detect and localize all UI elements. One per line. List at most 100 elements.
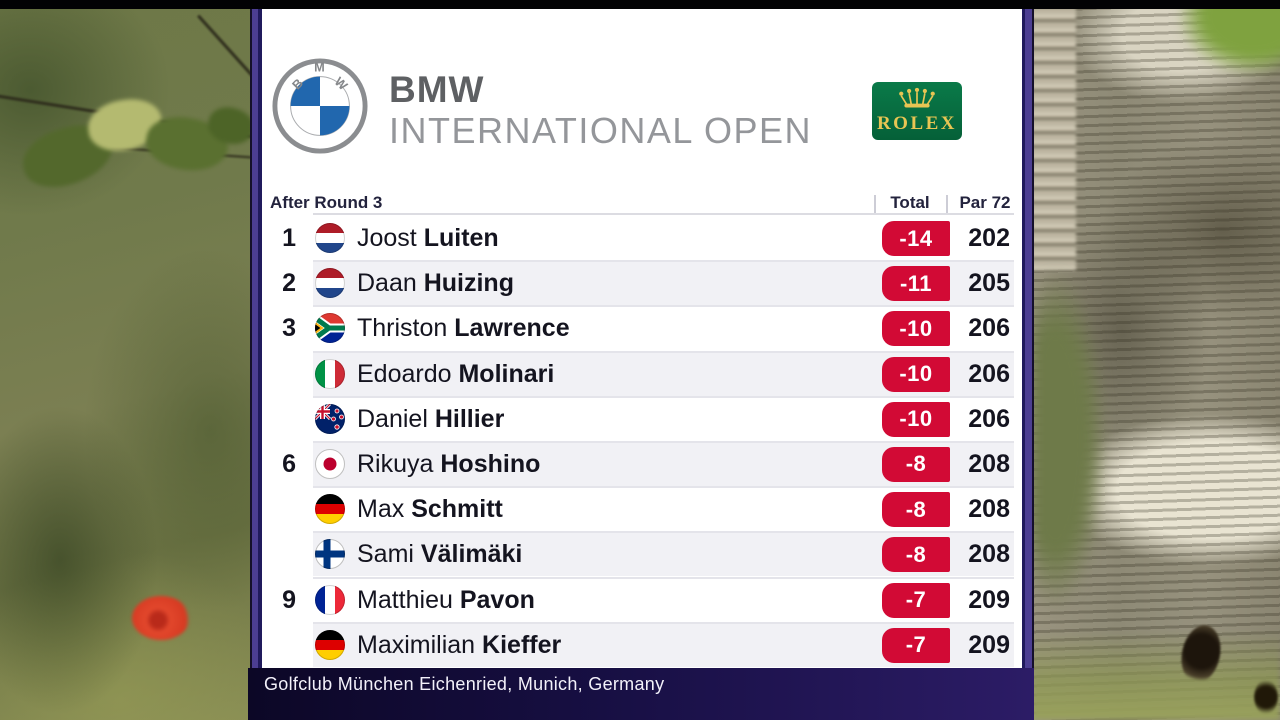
row-stripe: Maximilian Kieffer -7 209 bbox=[313, 623, 1014, 667]
total-column-header: Total bbox=[890, 193, 930, 212]
score-badge: -14 bbox=[882, 221, 950, 256]
birch-bark bbox=[1032, 0, 1076, 270]
panel-edge-strip bbox=[250, 9, 262, 668]
grass bbox=[1032, 630, 1280, 720]
row-stripe: Joost Luiten -14 202 bbox=[313, 217, 1014, 260]
total-score: 208 bbox=[968, 449, 1010, 478]
bmw-logo-icon: B M W bbox=[272, 58, 368, 154]
birch-tree-background bbox=[1032, 0, 1280, 720]
rank-label bbox=[262, 487, 296, 532]
total-score: 208 bbox=[968, 495, 1010, 524]
total-score: 208 bbox=[968, 540, 1010, 569]
venue-label: Golfclub München Eichenried, Munich, Ger… bbox=[264, 674, 665, 694]
leaderboard-row: 2 Daan Huizing -11 205 bbox=[262, 260, 1022, 306]
rolex-logo: ROLEX bbox=[872, 82, 962, 140]
corner-leaves bbox=[1162, 0, 1280, 100]
flag-south-africa-icon bbox=[315, 313, 345, 344]
meadow-background bbox=[0, 0, 277, 720]
flag-france-icon bbox=[315, 584, 345, 615]
foliage-gap bbox=[1032, 230, 1110, 650]
rank-label: 2 bbox=[282, 269, 296, 298]
total-score: 206 bbox=[968, 314, 1010, 343]
svg-text:M: M bbox=[314, 60, 325, 75]
row-separator bbox=[313, 395, 1014, 398]
leaderboard-row: 1 Joost Luiten -14 202 bbox=[262, 216, 1022, 261]
tree-knot-hole bbox=[1254, 680, 1278, 714]
venue-bar: Golfclub München Eichenried, Munich, Ger… bbox=[248, 668, 1034, 720]
row-stripe: Max Schmitt -8 208 bbox=[313, 488, 1014, 531]
score-badge: -11 bbox=[882, 266, 950, 302]
player-name: Edoardo Molinari bbox=[357, 359, 555, 388]
panel-edge-strip bbox=[1022, 9, 1034, 668]
leaderboard-row: Max Schmitt -8 208 bbox=[262, 486, 1022, 532]
row-stripe: Thriston Lawrence -10 206 bbox=[313, 307, 1014, 350]
player-name: Sami Välimäki bbox=[357, 540, 523, 569]
score-badge: -7 bbox=[882, 627, 950, 663]
leaderboard-row: Maximilian Kieffer -7 209 bbox=[262, 621, 1022, 668]
total-score: 206 bbox=[968, 404, 1010, 433]
leaderboard-row: Edoardo Molinari -10 206 bbox=[262, 350, 1022, 397]
leaderboard-row: 6 Rikuya Hoshino -8 208 bbox=[262, 440, 1022, 487]
rolex-wordmark: ROLEX bbox=[876, 113, 958, 134]
player-name: Matthieu Pavon bbox=[357, 585, 535, 614]
player-name: Max Schmitt bbox=[357, 495, 503, 524]
rolex-crown-icon bbox=[899, 87, 935, 108]
rank-label bbox=[262, 397, 296, 442]
leaderboard-row: Daniel Hillier -10 206 bbox=[262, 395, 1022, 442]
flag-italy-icon bbox=[315, 358, 345, 389]
rank-label: 1 bbox=[282, 224, 296, 252]
event-subtitle: INTERNATIONAL OPEN bbox=[389, 110, 813, 151]
round-label: After Round 3 bbox=[270, 193, 383, 212]
total-score: 202 bbox=[968, 224, 1010, 252]
row-separator bbox=[313, 621, 1014, 624]
row-separator bbox=[313, 305, 1014, 308]
flag-new-zealand-icon bbox=[315, 403, 345, 434]
event-title: BMW bbox=[389, 69, 485, 110]
score-badge: -8 bbox=[882, 446, 950, 482]
header-divider bbox=[874, 195, 876, 213]
par-column-header: Par 72 bbox=[959, 193, 1011, 212]
row-stripe: Matthieu Pavon -7 209 bbox=[313, 579, 1014, 622]
row-separator bbox=[313, 576, 1014, 579]
letterbox-bar bbox=[0, 0, 1280, 9]
player-name: Daniel Hillier bbox=[357, 404, 505, 433]
row-stripe: Rikuya Hoshino -8 208 bbox=[313, 442, 1014, 486]
flag-netherlands-icon bbox=[315, 223, 345, 253]
flag-germany-icon bbox=[315, 629, 345, 660]
player-name: Rikuya Hoshino bbox=[357, 449, 541, 478]
header-underline bbox=[313, 213, 1014, 215]
total-score: 205 bbox=[968, 269, 1010, 298]
total-score: 209 bbox=[968, 585, 1010, 614]
flag-japan-icon bbox=[315, 448, 345, 479]
player-name: Daan Huizing bbox=[357, 269, 514, 298]
row-stripe: Edoardo Molinari -10 206 bbox=[313, 352, 1014, 396]
row-separator bbox=[313, 531, 1014, 534]
leaderboard-row: 3 Thriston Lawren bbox=[262, 305, 1022, 351]
score-badge: -8 bbox=[882, 537, 950, 573]
row-separator bbox=[313, 440, 1014, 443]
total-score: 206 bbox=[968, 359, 1010, 388]
score-badge: -10 bbox=[882, 356, 950, 392]
score-badge: -8 bbox=[882, 492, 950, 528]
player-name: Maximilian Kieffer bbox=[357, 630, 562, 659]
player-name: Thriston Lawrence bbox=[357, 314, 570, 343]
rank-label bbox=[262, 352, 296, 397]
leaderboard-rows: 1 Joost Luiten -14 202 2 bbox=[262, 216, 1022, 668]
row-separator bbox=[313, 486, 1014, 489]
rank-label: 9 bbox=[282, 585, 296, 614]
rank-label bbox=[262, 623, 296, 668]
rank-label: 3 bbox=[282, 314, 296, 343]
score-badge: -10 bbox=[882, 401, 950, 437]
poppy-flower bbox=[132, 596, 190, 640]
score-badge: -7 bbox=[882, 582, 950, 618]
header-divider bbox=[946, 195, 948, 213]
row-separator bbox=[313, 350, 1014, 353]
rank-label bbox=[262, 532, 296, 577]
leaderboard-panel: B M W BMW INTERNATIONAL OPEN ROLEX After… bbox=[262, 9, 1022, 668]
flag-germany-icon bbox=[315, 494, 345, 525]
leaderboard-row: 9 Matthieu Pavon -7 209 bbox=[262, 576, 1022, 623]
row-separator bbox=[313, 260, 1014, 263]
rank-label: 6 bbox=[282, 449, 296, 478]
row-stripe: Daan Huizing -11 205 bbox=[313, 262, 1014, 306]
